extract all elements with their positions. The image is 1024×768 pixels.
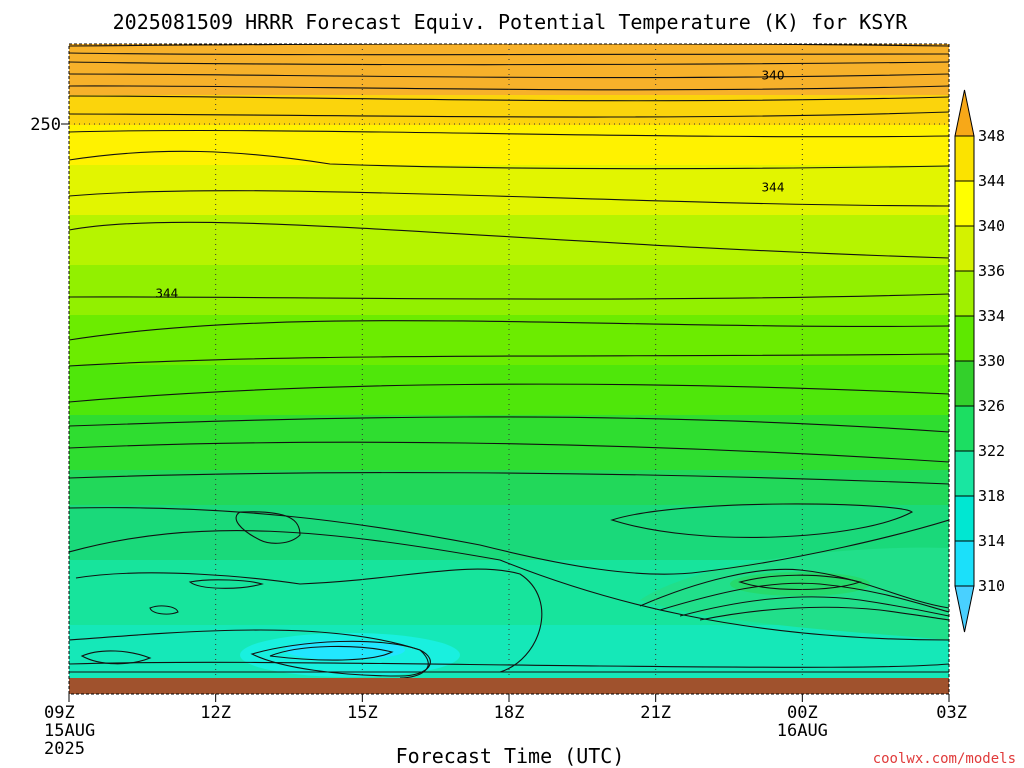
contour-label: 344 — [762, 181, 785, 195]
colorbar-label: 348 — [978, 127, 1005, 145]
colorbar-segment — [954, 360, 975, 407]
colorbar-label: 322 — [978, 442, 1005, 460]
colorbar-label: 314 — [978, 532, 1005, 550]
colorbar-label: 318 — [978, 487, 1005, 505]
x-tick-label: 00Z — [787, 703, 818, 723]
colorbar-top-arrow — [954, 89, 975, 137]
colorbar-segment — [954, 180, 975, 227]
contour-labels: 3443443403283283243243203203163163203123… — [155, 69, 785, 301]
colorbar-label: 334 — [978, 307, 1005, 325]
x-tick-label: 15Z — [347, 703, 378, 723]
x-tick-date: 16AUG — [777, 721, 828, 741]
x-tick-label: 12Z — [200, 703, 231, 723]
colorbar-segment — [954, 540, 975, 587]
colorbar-label: 340 — [978, 217, 1005, 235]
pressure-axis: 2503003504004505005506006507007508008509… — [30, 115, 69, 135]
x-axis-label: Forecast Time (UTC) — [396, 744, 625, 768]
contour-lines — [69, 44, 949, 679]
x-tick-label: 09Z — [44, 703, 75, 723]
contour-label: 340 — [762, 69, 785, 83]
contour-label: 344 — [155, 287, 178, 301]
colorbar-segment — [954, 315, 975, 362]
colorbar-label: 344 — [978, 172, 1005, 190]
x-tick-label: 03Z — [936, 703, 967, 723]
colorbar-segment — [954, 135, 975, 182]
colorbar: 348 344 340 336 334 330 326 322 318 314 310 — [954, 89, 1005, 633]
colorbar-label: 336 — [978, 262, 1005, 280]
x-tick-year: 2025 — [44, 739, 85, 759]
credit-text: coolwx.com/models — [873, 751, 1016, 767]
grid-lines — [69, 44, 949, 694]
colorbar-segment — [954, 405, 975, 452]
ground-surface — [69, 678, 949, 694]
colorbar-bottom-arrow — [954, 585, 975, 633]
colorbar-segment — [954, 225, 975, 272]
chart-title: 2025081509 HRRR Forecast Equiv. Potentia… — [113, 10, 909, 34]
colorbar-segment — [954, 270, 975, 317]
colorbar-label: 310 — [978, 577, 1005, 595]
colorbar-segment — [954, 495, 975, 542]
colorbar-label: 326 — [978, 397, 1005, 415]
x-tick-date: 15AUG — [44, 721, 95, 741]
x-tick-label: 21Z — [640, 703, 671, 723]
colorbar-segment — [954, 450, 975, 497]
y-tick-label: 250 — [30, 115, 61, 135]
colorbar-label: 330 — [978, 352, 1005, 370]
x-tick-label: 18Z — [494, 703, 525, 723]
